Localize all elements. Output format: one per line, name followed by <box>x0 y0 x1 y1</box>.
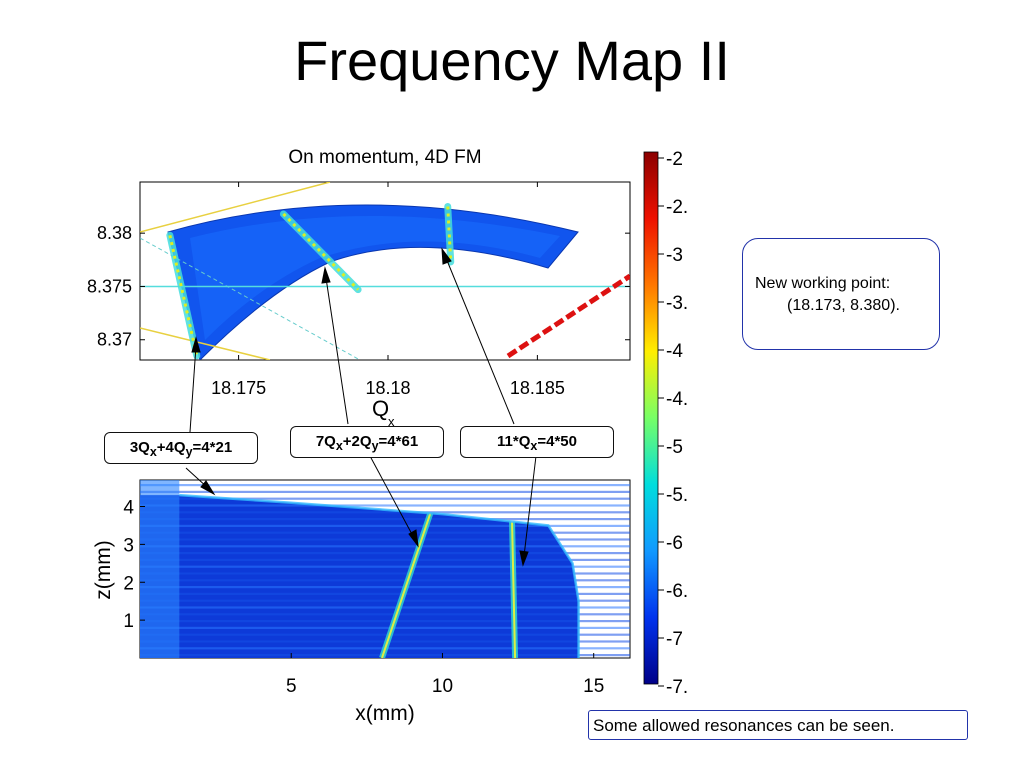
bottom-texture-stripe <box>140 531 630 534</box>
bottom-texture-stripe <box>140 620 630 623</box>
top-resonance-line-2 <box>446 206 453 263</box>
slide-title: Frequency Map II <box>294 29 730 92</box>
resonance-label-11qx: 11*Qx=4*50 <box>460 426 614 458</box>
fm-plot-bottom: 5 10 15 4 3 2 1 x(mm) z(mm) <box>92 479 631 725</box>
colorbar-tick-label: -5. <box>666 485 688 506</box>
colorbar: -2 -2. -3 -3. -4 -4. -5 -5. -6 -6. -7 -7. <box>643 149 688 698</box>
colorbar-tick-label: -7 <box>666 629 683 650</box>
top-x-axis-label: Q <box>372 396 389 421</box>
arrow-res-0-bottom <box>185 467 216 496</box>
bottom-texture-stripe <box>140 538 630 541</box>
top-resonance-band-0 <box>166 231 201 360</box>
top-x-tick-label: 18.175 <box>211 378 266 398</box>
bottom-texture-stripe <box>140 565 630 568</box>
bottom-texture-stripe <box>140 552 630 555</box>
bottom-texture-stripe <box>140 572 630 575</box>
caption: Some allowed resonances can be seen. <box>588 710 968 740</box>
colorbar-tick-label: -7. <box>666 677 688 698</box>
arrow-res-2-top <box>441 247 515 425</box>
bottom-texture-stripe <box>140 558 630 561</box>
bottom-texture-stripe <box>140 586 630 589</box>
bottom-texture-stripe <box>140 524 630 527</box>
bottom-y-tick-label: 4 <box>123 498 134 519</box>
bottom-texture-stripe <box>140 599 630 602</box>
working-point-note: New working point: (18.173, 8.380). <box>742 238 940 350</box>
bottom-texture-stripe <box>140 633 630 636</box>
colorbar-gradient <box>643 151 659 685</box>
bottom-y-tick-label: 3 <box>123 535 134 556</box>
bottom-texture-stripe <box>140 613 630 616</box>
resonance-label-7qx-2qy: 7Qx+2Qy=4*61 <box>290 426 444 458</box>
bottom-texture-stripe <box>140 626 630 629</box>
resonance-label-3qx-4qy: 3Qx+4Qy=4*21 <box>104 432 258 464</box>
top-resonance-band-1 <box>279 210 362 294</box>
colorbar-tick-label: -6. <box>666 581 688 602</box>
colorbar-tick-label: -3 <box>666 245 683 266</box>
arrow-res-2-bottom <box>519 455 537 567</box>
bottom-y-tick-label: 2 <box>123 573 134 594</box>
colorbar-tick-label: -5 <box>666 437 683 458</box>
top-plot-title: On momentum, 4D FM <box>288 147 481 168</box>
arrow-res-1-top <box>321 266 349 425</box>
top-y-tick-label: 8.38 <box>97 223 132 243</box>
bottom-texture-stripe <box>140 545 630 548</box>
note-line-2: (18.173, 8.380). <box>787 297 900 314</box>
bottom-texture-stripe <box>140 592 630 595</box>
bottom-texture-stripe <box>140 490 630 493</box>
colorbar-tick-label: -2 <box>666 149 683 170</box>
colorbar-tick-label: -4 <box>666 341 683 362</box>
bottom-x-axis-label: x(mm) <box>355 702 414 725</box>
yellow-guide-line-upper <box>140 182 331 233</box>
fm-plot-top: On momentum, 4D FM 18.175 18.18 18.185 8.3… <box>87 147 631 429</box>
bottom-texture-stripe <box>140 484 630 487</box>
colorbar-tick-label: -2. <box>666 197 688 218</box>
bottom-texture-stripe <box>140 579 630 582</box>
bottom-texture-stripe <box>140 518 630 521</box>
bottom-x-tick-label: 10 <box>432 676 453 697</box>
red-dashed-line <box>506 273 630 359</box>
bottom-resonance-line-0 <box>381 512 432 658</box>
bottom-aperture-region <box>140 495 579 658</box>
top-x-axis-label-sub: x <box>388 414 395 429</box>
colorbar-tick-label: -4. <box>666 389 688 410</box>
bottom-y-tick-label: 1 <box>123 611 134 632</box>
bottom-texture-stripe <box>140 504 630 507</box>
bottom-texture-stripe <box>140 606 630 609</box>
colorbar-tick-label: -3. <box>666 293 688 314</box>
bottom-texture-stripe <box>140 497 630 500</box>
arrow-res-0-top <box>189 336 201 433</box>
bottom-texture-stripe <box>140 511 630 514</box>
bottom-x-tick-label: 15 <box>583 676 604 697</box>
top-y-tick-label: 8.37 <box>97 330 132 350</box>
colorbar-tick-label: -6 <box>666 533 683 554</box>
bottom-y-axis-label: z(mm) <box>92 540 115 599</box>
top-x-tick-label: 18.18 <box>365 378 410 398</box>
bottom-boundary-glow <box>179 493 580 658</box>
top-footprint-inner <box>190 215 560 340</box>
bottom-left-strip <box>140 480 180 658</box>
top-x-tick-label: 18.185 <box>510 378 565 398</box>
arrows <box>185 247 537 567</box>
top-y-tick-label: 8.375 <box>87 276 132 296</box>
arrow-res-1-bottom <box>369 455 419 548</box>
bottom-x-tick-label: 5 <box>286 676 297 697</box>
yellow-guide-line-lower <box>140 327 271 360</box>
note-line-1: New working point: <box>755 275 891 292</box>
bottom-resonance-line-1 <box>511 521 517 658</box>
